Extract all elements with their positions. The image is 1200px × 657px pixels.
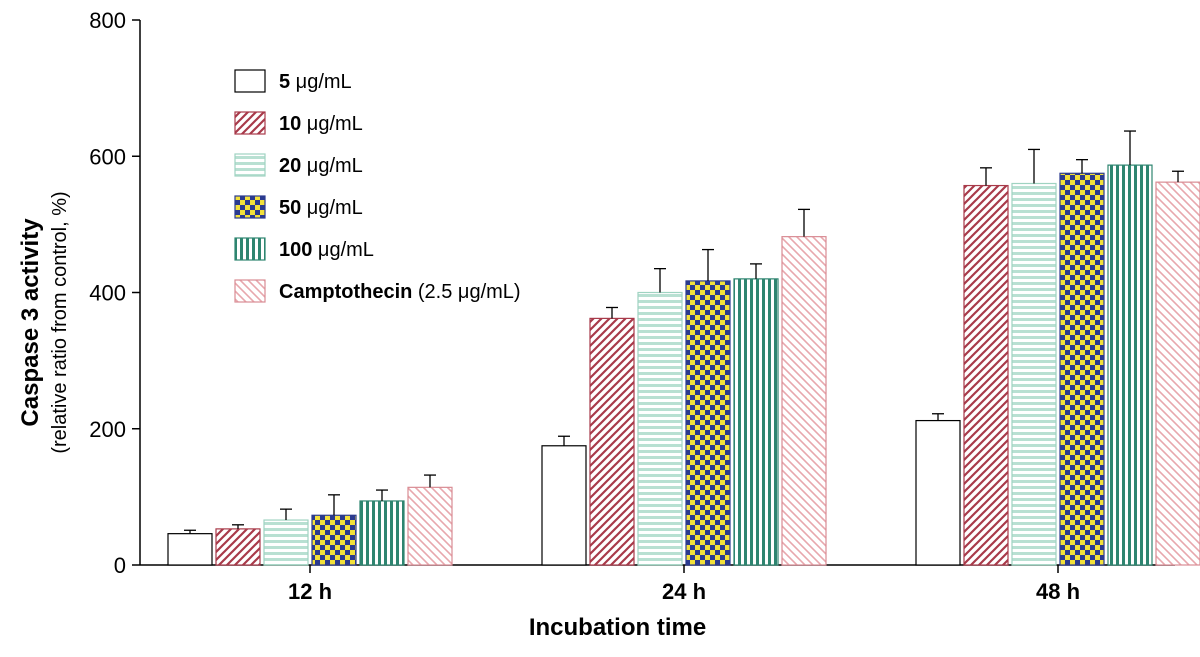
- y-axis-title-line2: (relative ratio from control, %): [49, 191, 71, 453]
- legend-label-s10: 10 μg/mL: [279, 113, 363, 135]
- bar-campto: [408, 487, 452, 565]
- legend-label-s5: 5 μg/mL: [279, 71, 352, 93]
- bar-campto: [1156, 182, 1200, 565]
- bar-s10: [216, 529, 260, 565]
- x-axis-title: Incubation time: [529, 614, 706, 641]
- bar-campto: [782, 237, 826, 565]
- y-tick-label: 400: [89, 281, 126, 306]
- bar-s100: [1108, 165, 1152, 565]
- legend-swatch-s100: [235, 238, 265, 260]
- y-tick-label: 0: [114, 553, 126, 578]
- y-tick-label: 600: [89, 144, 126, 169]
- x-group-label: 12 h: [288, 579, 332, 604]
- bar-s100: [734, 279, 778, 565]
- y-axis-title-line1: Caspase 3 activity: [17, 218, 44, 427]
- legend-label-campto: Camptothecin (2.5 μg/mL): [279, 281, 521, 303]
- x-group-label: 48 h: [1036, 579, 1080, 604]
- bar-s20: [264, 520, 308, 565]
- bar-s50: [686, 281, 730, 565]
- legend-swatch-s20: [235, 154, 265, 176]
- bar-s10: [590, 318, 634, 565]
- legend-swatch-s10: [235, 112, 265, 134]
- legend-swatch-s50: [235, 196, 265, 218]
- bar-s5: [542, 446, 586, 565]
- bar-s5: [168, 534, 212, 565]
- bar-s50: [312, 515, 356, 565]
- bar-s50: [1060, 173, 1104, 565]
- chart-container: 0 200 400 600 800 5 μg/mL 10 μg/mL 20 μg/mL 50 …: [0, 0, 1200, 657]
- bar-s10: [964, 186, 1008, 565]
- bar-s5: [916, 421, 960, 565]
- legend-label-s20: 20 μg/mL: [279, 155, 363, 177]
- legend-label-s50: 50 μg/mL: [279, 197, 363, 219]
- bar-s20: [1012, 184, 1056, 566]
- y-tick-label: 200: [89, 417, 126, 442]
- bar-s100: [360, 501, 404, 565]
- y-tick-label: 800: [89, 8, 126, 33]
- caspase-bar-chart: 0 200 400 600 800 5 μg/mL 10 μg/mL 20 μg/mL 50 …: [0, 0, 1200, 657]
- legend-swatch-campto: [235, 280, 265, 302]
- x-group-label: 24 h: [662, 579, 706, 604]
- legend-swatch-s5: [235, 70, 265, 92]
- legend-label-s100: 100 μg/mL: [279, 239, 374, 261]
- bar-s20: [638, 293, 682, 566]
